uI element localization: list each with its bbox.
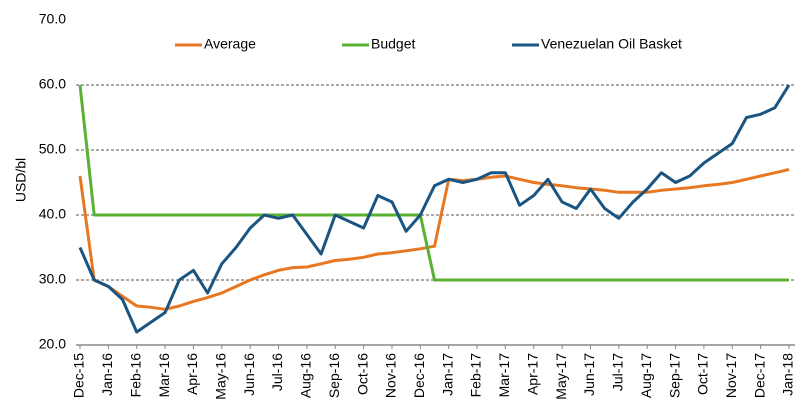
- legend-label: Budget: [371, 36, 415, 52]
- x-tick-label: May-16: [213, 353, 229, 400]
- x-tick-label: Apr-17: [524, 353, 540, 395]
- x-tick-label: Dec-17: [751, 353, 767, 398]
- y-tick-label: 50.0: [39, 141, 66, 157]
- x-tick-label: May-17: [553, 353, 569, 400]
- x-tick-label: Sep-17: [666, 353, 682, 398]
- y-tick-label: 20.0: [39, 336, 66, 352]
- x-tick-label: Oct-16: [354, 353, 370, 395]
- legend-label: Venezuelan Oil Basket: [541, 36, 682, 52]
- y-tick-label: 60.0: [39, 76, 66, 92]
- x-tick-label: Oct-17: [695, 353, 711, 395]
- line-series: [78, 84, 789, 282]
- x-tick-label: Apr-16: [184, 353, 200, 395]
- x-tick-label: Sep-16: [326, 353, 342, 398]
- x-tick-label: Mar-17: [496, 353, 512, 398]
- y-tick-label: 40.0: [39, 206, 66, 222]
- x-tick-label: Aug-17: [638, 353, 654, 398]
- y-tick-label: 70.0: [39, 11, 66, 27]
- x-tick-label: Jun-17: [581, 353, 597, 396]
- x-tick-label: Dec-16: [411, 353, 427, 398]
- x-tick-label: Nov-16: [383, 353, 399, 398]
- x-tick-label: Aug-16: [298, 353, 314, 398]
- x-tick-label: Feb-17: [468, 353, 484, 398]
- x-tick-label: Jan-16: [99, 353, 115, 396]
- line-series: [78, 84, 791, 334]
- x-tick-label: Dec-15: [71, 353, 87, 398]
- line-series: [78, 168, 790, 311]
- x-tick-label: Feb-16: [127, 353, 143, 398]
- y-tick-label: 30.0: [39, 271, 66, 287]
- x-tick-label: Jul-17: [610, 353, 626, 391]
- x-tick-label: Jan-18: [780, 353, 795, 396]
- x-tick-label: Jun-16: [241, 353, 257, 396]
- y-axis-label: USD/bl: [13, 158, 29, 202]
- x-tick-label: Jul-16: [269, 353, 285, 391]
- x-tick-label: Mar-16: [156, 353, 172, 398]
- x-tick-label: Nov-17: [723, 353, 739, 398]
- legend-label: Average: [204, 36, 256, 52]
- x-tick-label: Jan-17: [439, 353, 455, 396]
